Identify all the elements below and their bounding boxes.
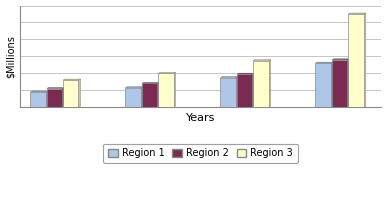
Bar [30, 92, 46, 107]
Polygon shape [30, 91, 48, 92]
Polygon shape [46, 91, 48, 107]
Polygon shape [236, 76, 238, 107]
Bar [158, 73, 174, 107]
Polygon shape [63, 79, 80, 80]
Polygon shape [142, 82, 159, 84]
Polygon shape [253, 60, 271, 61]
Polygon shape [125, 87, 143, 88]
Polygon shape [237, 73, 254, 74]
Bar [220, 78, 236, 107]
Bar [63, 80, 79, 107]
Bar [315, 63, 331, 107]
Polygon shape [331, 62, 333, 107]
Bar [348, 14, 364, 107]
Bar [237, 74, 252, 107]
Bar [253, 61, 269, 107]
Polygon shape [364, 13, 366, 107]
Bar [46, 89, 62, 107]
Polygon shape [157, 82, 159, 107]
Polygon shape [347, 59, 349, 107]
Polygon shape [79, 79, 80, 107]
Polygon shape [332, 59, 349, 60]
Bar [332, 60, 347, 107]
Bar [142, 84, 157, 107]
Bar [125, 88, 141, 107]
Polygon shape [158, 72, 176, 73]
Polygon shape [269, 60, 271, 107]
Y-axis label: $Millions: $Millions [5, 35, 15, 78]
Polygon shape [252, 73, 254, 107]
Polygon shape [62, 88, 64, 107]
Polygon shape [315, 62, 333, 63]
Polygon shape [46, 88, 64, 89]
Polygon shape [220, 76, 238, 78]
X-axis label: Years: Years [186, 113, 215, 123]
Polygon shape [174, 72, 176, 107]
Polygon shape [141, 87, 143, 107]
Legend: Region 1, Region 2, Region 3: Region 1, Region 2, Region 3 [103, 143, 298, 163]
Polygon shape [348, 13, 366, 14]
